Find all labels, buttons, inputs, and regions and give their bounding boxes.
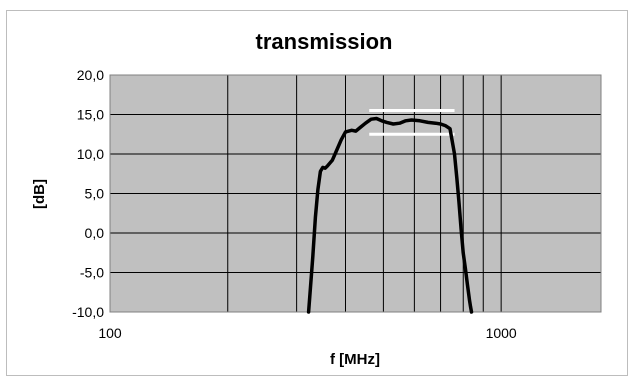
x-tick-label-0: 100 — [98, 325, 122, 341]
x-axis-label: f [MHz] — [330, 351, 380, 368]
y-tick-label-1: -5,0 — [80, 265, 104, 281]
plot-area: -10,0 -5,0 0,0 5,0 10,0 15,0 20,0 100 1000 — [72, 67, 602, 341]
y-axis-label: [dB] — [31, 179, 48, 209]
y-tick-label-0: -10,0 — [72, 304, 104, 320]
y-tick-label-3: 5,0 — [85, 186, 105, 202]
chart-title: transmission — [256, 29, 393, 54]
y-tick-label-2: 0,0 — [85, 225, 105, 241]
y-tick-label-4: 10,0 — [77, 146, 104, 162]
x-tick-label-1: 1000 — [486, 325, 517, 341]
plot-border — [109, 74, 602, 313]
series-line-0 — [306, 116, 474, 314]
y-tick-label-6: 20,0 — [77, 67, 104, 83]
y-tick-label-5: 15,0 — [77, 107, 104, 123]
